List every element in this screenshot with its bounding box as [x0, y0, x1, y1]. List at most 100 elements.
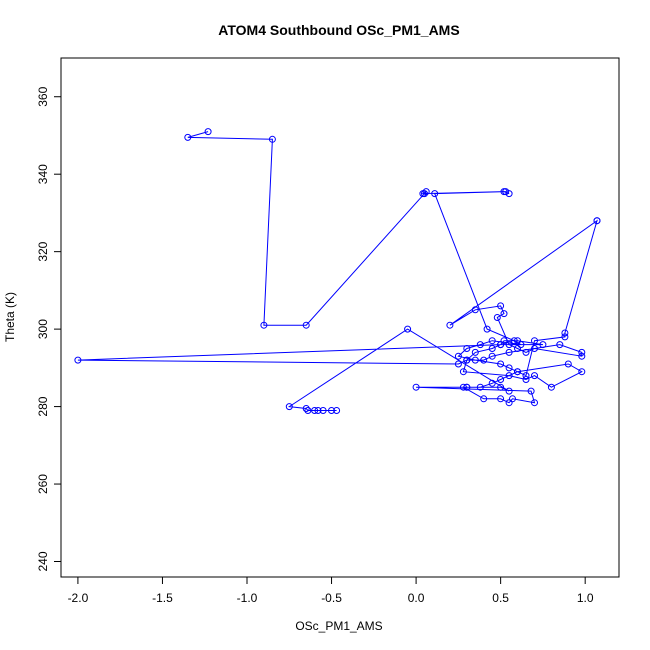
series-layer — [74, 128, 601, 414]
data-point — [204, 128, 212, 136]
data-point — [302, 321, 310, 329]
data-point — [476, 341, 484, 349]
x-tick-label: -1.0 — [237, 591, 258, 605]
y-tick-label: 300 — [36, 319, 50, 339]
y-tick-label: 340 — [36, 164, 50, 184]
chart-title: ATOM4 Southbound OSc_PM1_AMS — [218, 22, 459, 38]
data-point — [419, 190, 427, 198]
data-point — [285, 403, 293, 411]
data-point — [522, 372, 530, 380]
data-point — [471, 306, 479, 314]
data-point — [510, 337, 518, 345]
y-tick-label: 320 — [36, 241, 50, 261]
x-tick-label: -1.5 — [152, 591, 173, 605]
x-tick-label: -2.0 — [68, 591, 89, 605]
data-point — [547, 383, 555, 391]
data-point — [505, 364, 513, 372]
data-point — [561, 329, 569, 337]
data-point — [488, 345, 496, 352]
data-point — [431, 190, 439, 198]
data-point — [497, 383, 505, 391]
data-point — [454, 360, 462, 368]
data-point — [488, 352, 496, 360]
data-point — [514, 337, 521, 345]
data-point — [302, 405, 310, 412]
data-point — [480, 395, 488, 403]
data-point — [493, 314, 501, 321]
data-point — [578, 348, 586, 356]
y-tick-label: 260 — [36, 474, 50, 494]
data-point — [488, 337, 496, 345]
data-point — [446, 321, 454, 329]
x-axis-label: OSc_PM1_AMS — [295, 619, 382, 633]
data-point — [578, 368, 586, 376]
data-point — [471, 348, 479, 356]
plot-frame — [60, 57, 620, 578]
y-axis: 240 260 280 300 320 340 360 — [36, 86, 61, 572]
data-point — [333, 407, 341, 414]
data-point — [497, 376, 505, 383]
data-point — [488, 379, 496, 387]
data-point — [522, 376, 530, 383]
data-point — [328, 407, 335, 414]
y-tick-label: 280 — [36, 396, 50, 416]
data-point — [500, 337, 508, 345]
data-point — [564, 360, 572, 368]
data-point — [517, 341, 525, 349]
y-axis-label: Theta (K) — [3, 292, 17, 342]
data-point — [531, 337, 538, 345]
data-point — [514, 368, 521, 376]
data-point — [593, 217, 601, 225]
series-line — [77, 131, 598, 411]
y-tick-label: 360 — [36, 86, 50, 106]
data-point — [561, 333, 569, 341]
x-axis: -2.0 -1.5 -1.0 -0.5 0.0 0.5 1.0 — [68, 577, 594, 605]
data-point — [505, 372, 513, 380]
data-point — [539, 341, 547, 349]
data-point — [509, 395, 516, 403]
data-point — [459, 368, 467, 376]
data-point — [527, 387, 535, 395]
x-tick-label: 0.5 — [492, 591, 509, 605]
data-point — [74, 356, 82, 364]
data-point — [459, 383, 467, 391]
data-point — [578, 352, 586, 360]
data-point — [531, 345, 538, 352]
data-point — [522, 348, 530, 356]
data-point — [184, 133, 192, 141]
data-point — [314, 407, 322, 414]
data-point — [476, 383, 484, 391]
data-point — [304, 407, 312, 414]
data-point — [404, 325, 412, 333]
data-point — [505, 399, 513, 407]
data-point — [505, 387, 513, 395]
data-point — [497, 395, 505, 403]
data-point — [319, 407, 327, 414]
data-point — [483, 325, 491, 333]
data-point — [514, 345, 521, 352]
data-point — [454, 352, 462, 360]
data-point — [497, 341, 505, 349]
data-point — [531, 372, 538, 380]
data-point — [531, 399, 538, 407]
data-point — [556, 341, 564, 349]
x-tick-label: -0.5 — [321, 591, 342, 605]
data-point — [505, 341, 513, 349]
data-point — [497, 302, 505, 310]
x-tick-label: 0.0 — [408, 591, 425, 605]
data-point — [497, 360, 505, 368]
data-point — [463, 356, 471, 364]
data-point — [463, 345, 471, 352]
data-point — [500, 310, 508, 318]
data-point — [311, 407, 319, 414]
data-point — [505, 190, 513, 198]
y-tick-label: 240 — [36, 551, 50, 571]
data-point — [260, 321, 268, 329]
x-tick-label: 1.0 — [577, 591, 594, 605]
data-point — [505, 348, 513, 356]
data-point — [480, 356, 488, 364]
data-point — [268, 135, 276, 143]
data-point — [463, 383, 471, 391]
data-point — [502, 188, 510, 196]
